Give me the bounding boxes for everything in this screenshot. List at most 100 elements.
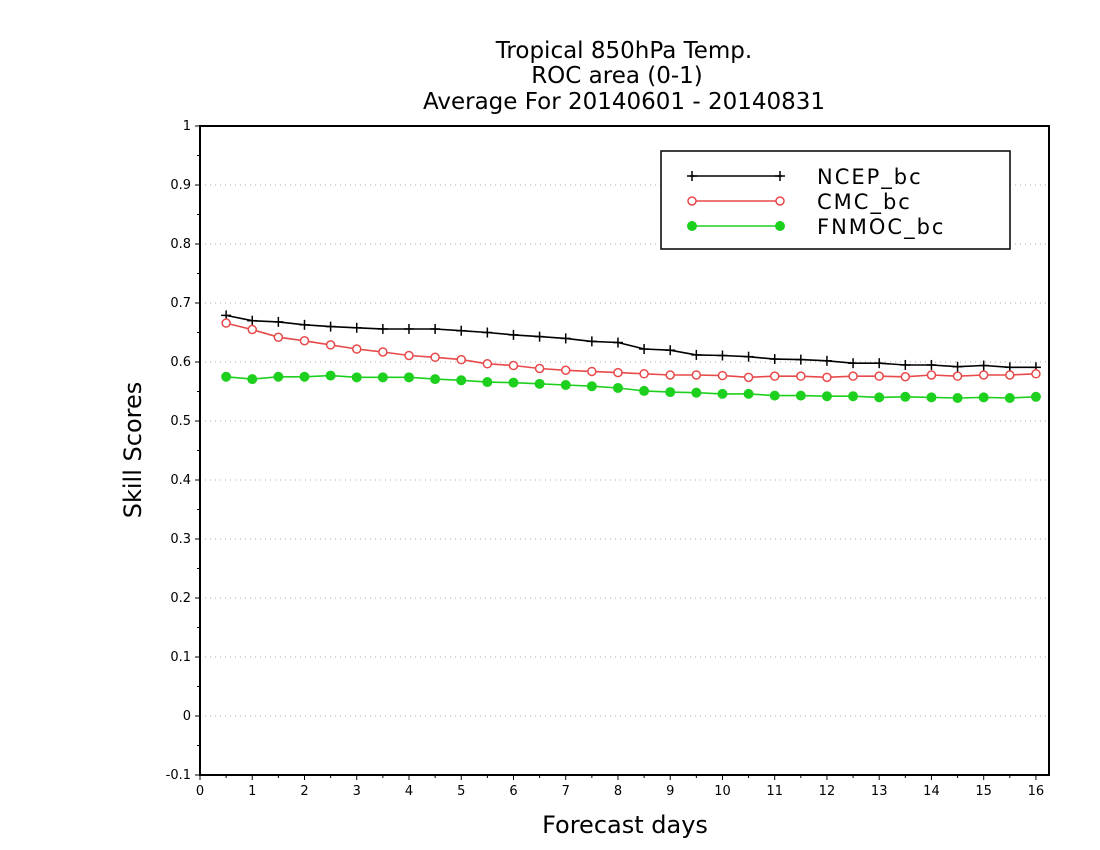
- data-point-ncep-bc: [456, 325, 467, 336]
- data-point-cmc-bc: [351, 344, 362, 354]
- data-point-cmc-bc: [534, 363, 545, 374]
- data-point-fnmoc-bc: [743, 388, 754, 399]
- data-point-cmc-bc: [952, 371, 963, 381]
- x-tick-label: 4: [405, 784, 413, 799]
- data-point-fnmoc-bc: [377, 372, 388, 383]
- data-point-ncep-bc: [403, 323, 414, 334]
- grid: [200, 184, 1049, 717]
- chart-title-line-1: Tropical 850hPa Temp.: [495, 38, 752, 64]
- legend-label-ncep-bc: NCEP_bc: [817, 165, 923, 190]
- data-point-fnmoc-bc: [795, 390, 806, 401]
- y-tick-label: 0.6: [170, 355, 191, 370]
- y-tick-label: 0.1: [170, 650, 191, 665]
- x-tick-label: 11: [766, 784, 783, 799]
- data-point-cmc-bc: [247, 324, 257, 335]
- data-point-ncep-bc: [926, 359, 937, 370]
- series-cmc-bc: [221, 318, 1041, 383]
- series-ncep-bc: [221, 310, 1041, 373]
- plot-series: [221, 310, 1041, 403]
- data-point-cmc-bc: [325, 340, 336, 350]
- data-point-ncep-bc: [769, 354, 780, 365]
- data-point-cmc-bc: [822, 372, 832, 383]
- data-point-cmc-bc: [1005, 370, 1015, 380]
- x-tick-label: 16: [1028, 784, 1045, 799]
- legend-marker-cmc-bc: [687, 196, 697, 206]
- legend-box: [660, 150, 1011, 250]
- series-line-cmc-bc: [225, 322, 1036, 379]
- data-point-fnmoc-bc: [273, 371, 284, 382]
- data-point-ncep-bc: [795, 354, 806, 365]
- y-axis-label: Skill Scores: [119, 382, 147, 519]
- data-point-cmc-bc: [926, 370, 937, 380]
- data-point-fnmoc-bc: [325, 370, 336, 381]
- data-point-cmc-bc: [691, 370, 702, 380]
- data-point-cmc-bc: [404, 350, 414, 361]
- data-point-fnmoc-bc: [456, 375, 467, 386]
- data-point-cmc-bc: [978, 370, 989, 380]
- data-point-fnmoc-bc: [691, 387, 702, 398]
- legend-label-fnmoc-bc: FNMOC_bc: [817, 215, 945, 240]
- data-point-fnmoc-bc: [769, 390, 780, 401]
- data-point-fnmoc-bc: [508, 377, 519, 388]
- data-point-fnmoc-bc: [665, 387, 676, 398]
- series-line-ncep-bc: [225, 314, 1036, 369]
- data-point-cmc-bc: [848, 371, 858, 381]
- data-point-ncep-bc: [900, 359, 911, 370]
- chart-title-line-2: ROC area (0-1): [531, 63, 703, 89]
- data-point-cmc-bc: [769, 371, 780, 381]
- data-point-cmc-bc: [874, 371, 884, 381]
- data-point-ncep-bc: [612, 337, 623, 348]
- x-tick-label: 0: [196, 784, 204, 799]
- data-point-cmc-bc: [587, 366, 597, 377]
- data-point-fnmoc-bc: [952, 392, 963, 403]
- data-point-fnmoc-bc: [247, 374, 258, 385]
- x-tick-label: 10: [714, 784, 731, 799]
- data-point-cmc-bc: [456, 354, 466, 365]
- data-point-fnmoc-bc: [482, 377, 493, 388]
- legend-label-cmc-bc: CMC_bc: [817, 190, 912, 215]
- data-point-ncep-bc: [299, 319, 310, 330]
- data-point-cmc-bc: [717, 370, 728, 381]
- y-tick-label: 0.7: [170, 296, 191, 311]
- data-point-ncep-bc: [978, 360, 989, 371]
- chart-title-line-3: Average For 20140601 - 20140831: [423, 89, 825, 115]
- y-tick-label: 0.9: [170, 178, 191, 193]
- data-point-fnmoc-bc: [926, 392, 937, 403]
- y-tick-label: 0: [183, 709, 191, 724]
- data-point-fnmoc-bc: [534, 378, 545, 389]
- legend-marker-ncep-bc: [775, 171, 785, 181]
- x-tick-label: 2: [300, 784, 308, 799]
- x-tick-label: 5: [457, 784, 465, 799]
- data-point-cmc-bc: [900, 372, 911, 382]
- data-point-ncep-bc: [534, 331, 545, 342]
- data-point-fnmoc-bc: [221, 371, 232, 382]
- data-point-fnmoc-bc: [560, 380, 571, 391]
- data-point-ncep-bc: [430, 323, 441, 334]
- legend-marker-cmc-bc: [775, 196, 785, 206]
- data-point-ncep-bc: [691, 349, 702, 360]
- data-point-cmc-bc: [796, 371, 806, 381]
- data-point-cmc-bc: [273, 332, 284, 342]
- data-point-fnmoc-bc: [403, 372, 414, 383]
- data-point-fnmoc-bc: [848, 391, 859, 402]
- legend-marker-fnmoc-bc: [687, 221, 697, 231]
- x-tick-label: 15: [975, 784, 992, 799]
- data-point-fnmoc-bc: [612, 382, 623, 393]
- data-point-ncep-bc: [325, 321, 336, 332]
- data-point-cmc-bc: [299, 336, 310, 346]
- series-line-fnmoc-bc: [226, 374, 1036, 399]
- data-point-ncep-bc: [952, 361, 963, 372]
- x-tick-label: 3: [353, 784, 361, 799]
- data-point-cmc-bc: [378, 347, 388, 357]
- data-point-fnmoc-bc: [299, 371, 310, 382]
- data-point-ncep-bc: [351, 322, 362, 333]
- data-point-ncep-bc: [560, 333, 571, 344]
- data-point-cmc-bc: [482, 359, 493, 369]
- x-tick-label: 12: [819, 784, 836, 799]
- axes: -0.100.10.20.30.40.50.60.70.80.910 1 2 3 4 5 6…: [166, 119, 1050, 799]
- y-tick-label: -0.1: [166, 768, 191, 783]
- x-tick-label: 7: [562, 784, 570, 799]
- data-point-ncep-bc: [377, 323, 388, 334]
